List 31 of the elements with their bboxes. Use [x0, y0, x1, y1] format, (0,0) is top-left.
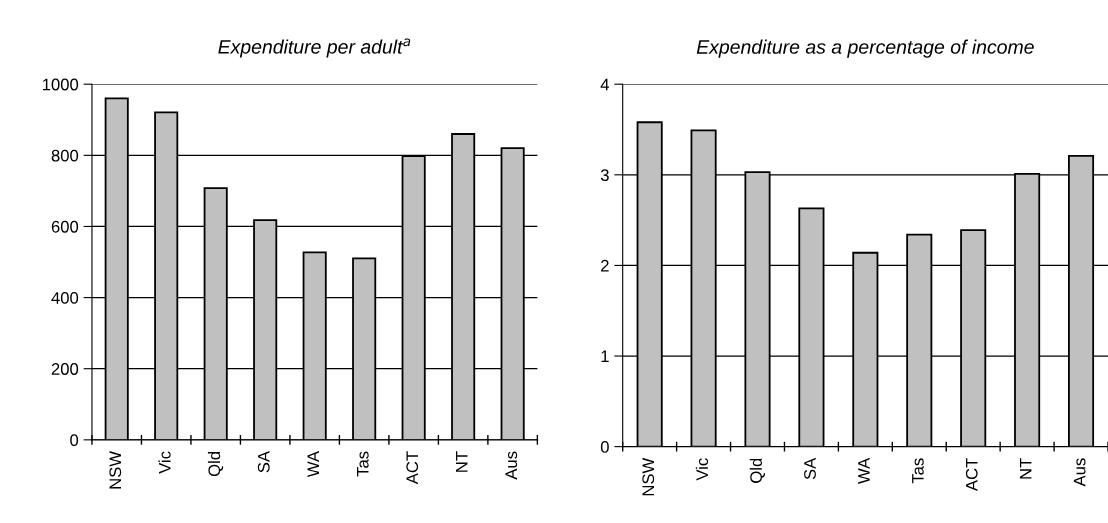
x-tick-label: Qld	[749, 458, 765, 483]
y-tick-label: 0	[70, 434, 79, 447]
x-tick-label: Tas	[912, 458, 924, 484]
x-tick-label: WA	[307, 450, 319, 478]
x-tick-label: ACT	[406, 451, 419, 485]
x-tick-label: NT	[455, 451, 468, 472]
y-tick-label: 1000	[42, 78, 79, 91]
y-tick-label: 800	[51, 149, 79, 162]
x-tick-label: Vic	[158, 451, 171, 474]
y-tick-label: 2	[601, 259, 609, 272]
y-tick-label: 1	[601, 350, 609, 363]
y-tick-label: 0	[600, 441, 609, 453]
x-tick-label: NSW	[109, 451, 122, 489]
x-tick-label: WA	[858, 457, 870, 484]
x-tick-label: Tas	[357, 451, 369, 477]
y-tick-label: 200	[51, 363, 79, 375]
y-tick-label: 400	[51, 291, 79, 304]
x-tick-label: Aus	[1073, 458, 1086, 487]
x-tick-label: SA	[804, 457, 816, 480]
x-tick-label: NT	[1019, 458, 1032, 479]
x-tick-label: Qld	[207, 452, 224, 477]
y-tick-label: 4	[600, 78, 610, 91]
y-tick-label: 600	[51, 220, 79, 233]
x-tick-label: SA	[257, 450, 270, 473]
x-tick-label: Aus	[505, 451, 518, 480]
chart-title: Expenditure as a percentage of income	[696, 39, 1034, 58]
x-tick-label: NSW	[642, 457, 655, 496]
x-tick-label: Vic	[695, 458, 709, 481]
chart-title: Expenditure per adult$^{a}$	[218, 38, 411, 58]
x-tick-label: ACT	[965, 458, 978, 492]
y-tick-label: 3	[600, 169, 609, 182]
